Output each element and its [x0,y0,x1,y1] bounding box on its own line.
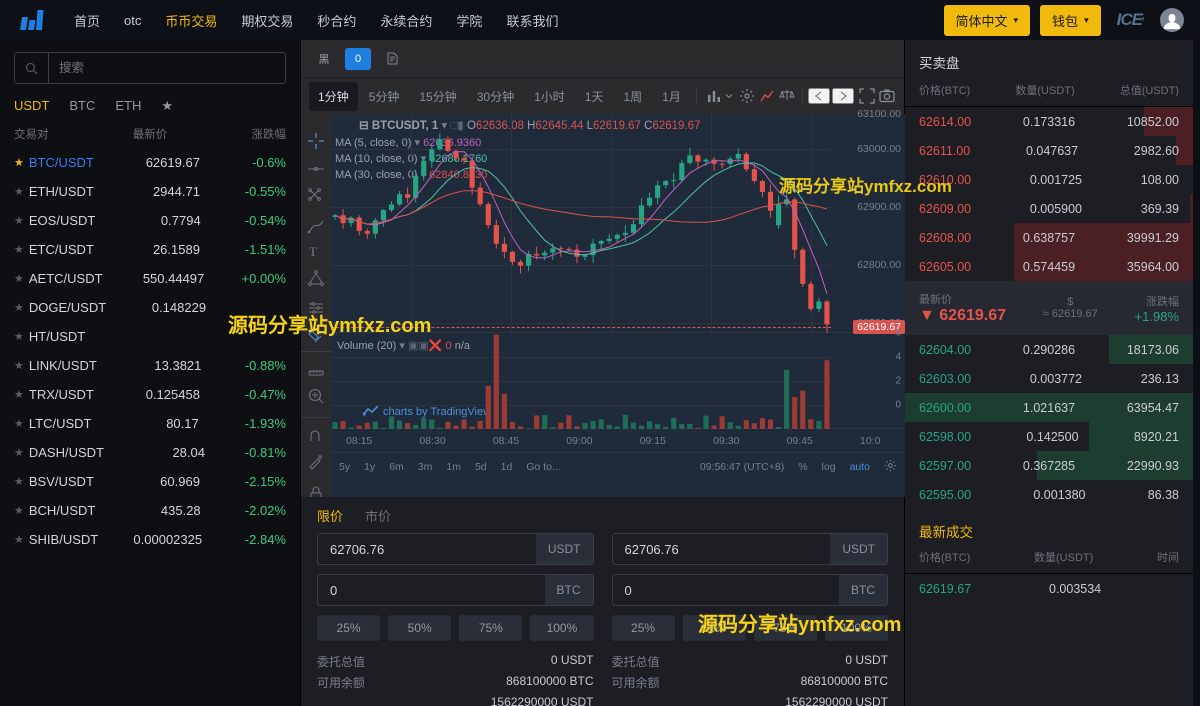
svg-text:T: T [309,244,317,259]
